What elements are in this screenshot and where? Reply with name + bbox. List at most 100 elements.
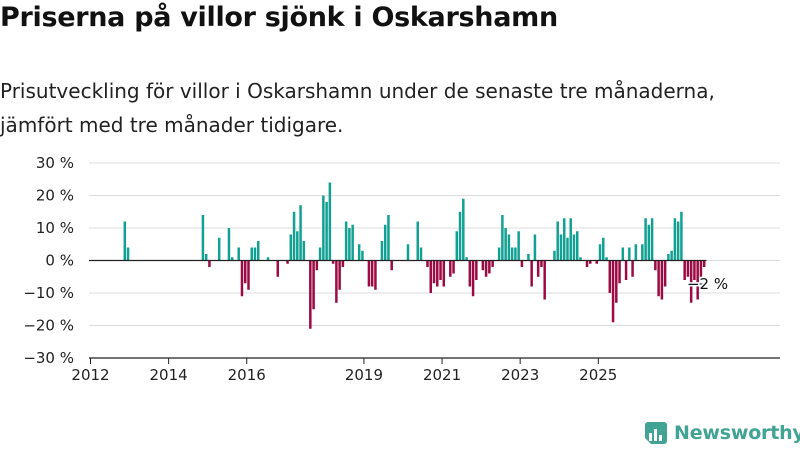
bar — [436, 260, 439, 287]
bar — [608, 260, 612, 293]
bar — [383, 224, 387, 261]
bar — [507, 234, 511, 261]
bar — [484, 260, 488, 277]
bar — [419, 247, 423, 261]
bar — [227, 228, 231, 261]
y-tick-label: 20 % — [36, 187, 74, 205]
x-tick-label: 2025 — [579, 366, 617, 384]
bar — [540, 260, 543, 267]
bar — [432, 260, 436, 284]
bar — [390, 260, 393, 271]
bar — [689, 260, 693, 303]
x-tick-label: 2016 — [228, 366, 266, 384]
bar — [650, 218, 654, 261]
bar — [322, 195, 325, 261]
bar — [566, 237, 569, 261]
bar — [449, 260, 452, 277]
y-tick-label: 30 % — [36, 154, 74, 172]
bar — [663, 260, 667, 287]
bar — [520, 260, 524, 267]
bar — [299, 205, 302, 261]
bar — [292, 211, 296, 261]
bar — [201, 215, 205, 261]
bar — [510, 247, 514, 261]
newsworthy-logo: Newsworthy — [644, 419, 800, 447]
bar — [501, 215, 504, 261]
bar — [530, 260, 533, 287]
bar — [361, 250, 364, 261]
bar — [585, 260, 589, 267]
bar — [325, 202, 328, 261]
bar — [455, 231, 459, 261]
bar — [631, 260, 634, 277]
y-tick-label: −10 % — [23, 284, 74, 302]
bar — [579, 257, 582, 261]
bar — [309, 260, 312, 329]
bar — [481, 260, 485, 271]
bar — [380, 241, 384, 261]
bar — [237, 247, 240, 261]
bar — [536, 260, 540, 277]
bar — [559, 234, 563, 261]
bar — [439, 260, 442, 280]
bar — [514, 247, 517, 261]
bar — [595, 260, 599, 264]
bar — [387, 215, 390, 261]
bar — [468, 260, 472, 287]
bar — [266, 257, 270, 261]
chart-subtitle: Prisutveckling för villor i Oskarshamn u… — [0, 79, 715, 137]
bar — [204, 254, 208, 261]
bar — [344, 221, 348, 261]
bar — [702, 260, 706, 267]
bar — [533, 234, 537, 261]
bar — [458, 211, 462, 261]
bar — [680, 211, 683, 261]
bar — [465, 257, 468, 261]
bar — [240, 260, 244, 297]
x-tick-label: 2019 — [345, 366, 383, 384]
bar — [553, 250, 556, 261]
bar — [628, 247, 631, 261]
bar — [497, 247, 501, 261]
bar — [250, 247, 253, 261]
bar — [696, 260, 699, 300]
y-tick-label: −30 % — [23, 349, 74, 367]
bar — [257, 241, 260, 261]
bar — [488, 260, 491, 274]
bar — [442, 260, 446, 287]
bar — [475, 260, 478, 280]
bar — [699, 260, 703, 277]
bar — [654, 260, 657, 271]
bar — [253, 247, 257, 261]
bar — [123, 221, 127, 261]
x-tick-label: 2012 — [71, 366, 109, 384]
bar — [289, 234, 293, 261]
bar — [576, 231, 579, 261]
bar — [676, 221, 680, 261]
bar — [348, 228, 351, 261]
bar — [315, 260, 319, 271]
bar — [517, 231, 520, 261]
bar — [634, 244, 638, 261]
bar — [602, 237, 605, 261]
bar — [243, 260, 247, 284]
bar — [276, 260, 280, 277]
bar — [217, 237, 221, 261]
last-value-annotation: −2 % — [687, 275, 728, 293]
bar — [335, 260, 338, 303]
bar — [302, 241, 306, 261]
bar — [611, 260, 615, 323]
bar — [624, 260, 628, 280]
y-tick-label: 10 % — [36, 219, 74, 237]
y-tick-label: 0 % — [45, 252, 74, 270]
y-tick-label: −20 % — [23, 317, 74, 335]
bar — [504, 228, 507, 261]
bar-chart-logo-icon — [645, 422, 667, 444]
bar — [370, 260, 374, 287]
bar — [605, 257, 608, 261]
bar — [667, 254, 670, 261]
bar — [543, 260, 546, 300]
bar — [406, 244, 410, 261]
x-tick-label: 2014 — [150, 366, 188, 384]
